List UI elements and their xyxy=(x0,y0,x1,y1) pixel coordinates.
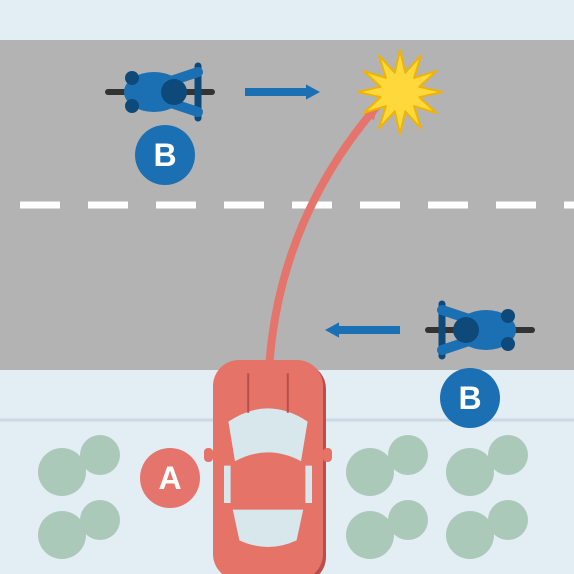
vehicle-b-badge: B xyxy=(440,368,500,428)
vehicle-a-badge: A xyxy=(140,448,200,508)
badge-label: B xyxy=(458,380,481,417)
traffic-diagram xyxy=(0,0,574,574)
badge-label: B xyxy=(153,137,176,174)
vehicle-b-badge: B xyxy=(135,125,195,185)
badge-label: A xyxy=(158,460,181,497)
